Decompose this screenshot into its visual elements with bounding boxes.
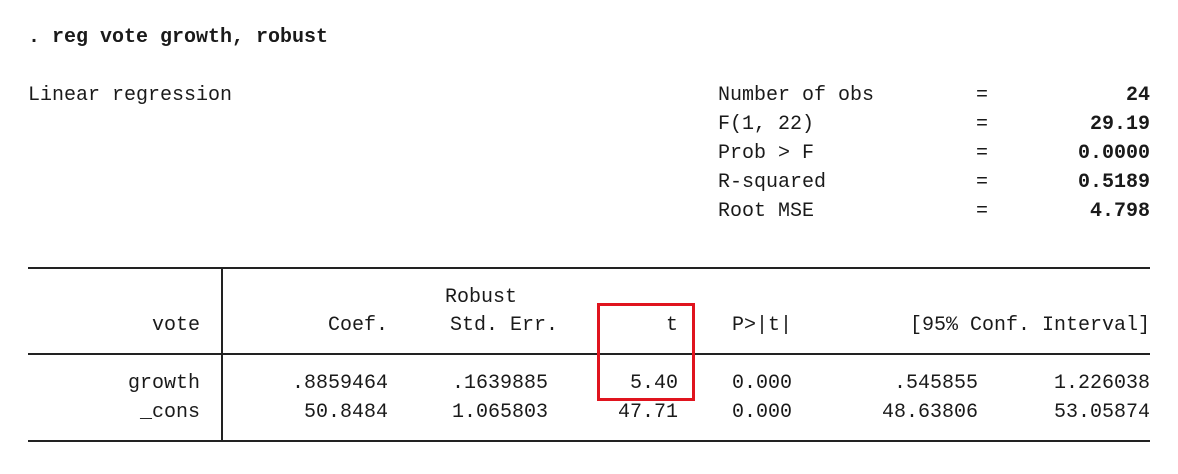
- stat-eq: =: [976, 84, 989, 107]
- stat-value-rootmse: 4.798: [1089, 200, 1150, 223]
- stat-eq: =: [976, 200, 989, 223]
- row-p: 0.000: [731, 401, 792, 424]
- table-bottom-rule: [28, 440, 1150, 442]
- header-p: P>|t|: [731, 314, 792, 337]
- row-stderr: .1639885: [451, 372, 548, 395]
- row-stderr: 1.065803: [451, 401, 548, 424]
- header-coef: Coef.: [327, 314, 388, 337]
- row-ci-high: 53.05874: [1053, 401, 1150, 424]
- stat-value-nobs: 24: [1125, 84, 1150, 107]
- header-t: t: [665, 314, 678, 337]
- table-top-rule: [28, 267, 1150, 269]
- stat-eq: =: [976, 142, 989, 165]
- row-t: 47.71: [617, 401, 678, 424]
- table-header-rule: [28, 353, 1150, 355]
- row-name: _cons: [139, 401, 200, 424]
- model-title: Linear regression: [28, 84, 233, 107]
- command-line: . reg vote growth, robust: [28, 26, 329, 49]
- row-ci-low: 48.63806: [881, 401, 978, 424]
- table-column-divider: [221, 267, 223, 442]
- header-robust: Robust: [445, 286, 518, 309]
- stat-label-f: F(1, 22): [718, 113, 815, 136]
- t-column-highlight-box: [597, 303, 695, 401]
- row-ci-low: .545855: [893, 372, 978, 395]
- row-name: growth: [127, 372, 200, 395]
- row-ci-high: 1.226038: [1053, 372, 1150, 395]
- row-t: 5.40: [629, 372, 678, 395]
- header-stderr: Std. Err.: [449, 314, 558, 337]
- stat-label-nobs: Number of obs: [718, 84, 875, 107]
- header-depvar: vote: [151, 314, 200, 337]
- row-coef: 50.8484: [303, 401, 388, 424]
- row-coef: .8859464: [291, 372, 388, 395]
- header-conf-interval: [95% Conf. Interval]: [909, 314, 1150, 337]
- stat-label-rootmse: Root MSE: [718, 200, 815, 223]
- stat-label-probf: Prob > F: [718, 142, 815, 165]
- stat-value-rsquared: 0.5189: [1077, 171, 1150, 194]
- stat-value-probf: 0.0000: [1077, 142, 1150, 165]
- row-p: 0.000: [731, 372, 792, 395]
- stat-label-rsquared: R-squared: [718, 171, 827, 194]
- stat-eq: =: [976, 113, 989, 136]
- stat-value-f: 29.19: [1089, 113, 1150, 136]
- stat-eq: =: [976, 171, 989, 194]
